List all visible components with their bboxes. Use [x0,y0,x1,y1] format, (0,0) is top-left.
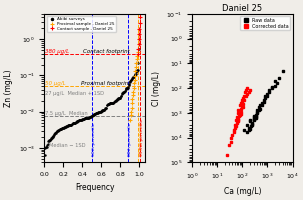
Text: 88th percentile: 88th percentile [128,123,132,156]
X-axis label: Ca (mg/L): Ca (mg/L) [224,187,261,196]
Text: 99th percentile: 99th percentile [139,123,143,156]
X-axis label: Frequency: Frequency [75,183,115,192]
Text: 380 μg/L: 380 μg/L [45,49,70,54]
Text: 99.9th percentile: 99.9th percentile [140,118,144,156]
Y-axis label: Cl (mg/L): Cl (mg/L) [152,71,161,106]
Text: 7.5 μg/L  Median: 7.5 μg/L Median [45,111,88,116]
Legend: Abibi surveys, Proximal sample - Daniel 25, Contact sample - Daniel 25: Abibi surveys, Proximal sample - Daniel … [47,16,116,32]
Text: Proximal footprint: Proximal footprint [81,81,130,86]
Y-axis label: Zn (mg/L): Zn (mg/L) [4,69,13,107]
Text: 27 μg/L  Median + 1SD: 27 μg/L Median + 1SD [45,91,105,96]
Text: Median − 1SD: Median − 1SD [48,143,85,148]
Legend: Raw data, Corrected data: Raw data, Corrected data [240,16,290,30]
Title: Daniel 25: Daniel 25 [222,4,262,13]
Text: 50th percentile: 50th percentile [92,122,96,156]
Text: 50 μg/L: 50 μg/L [45,81,66,86]
Text: Contact footprint: Contact footprint [83,49,129,54]
